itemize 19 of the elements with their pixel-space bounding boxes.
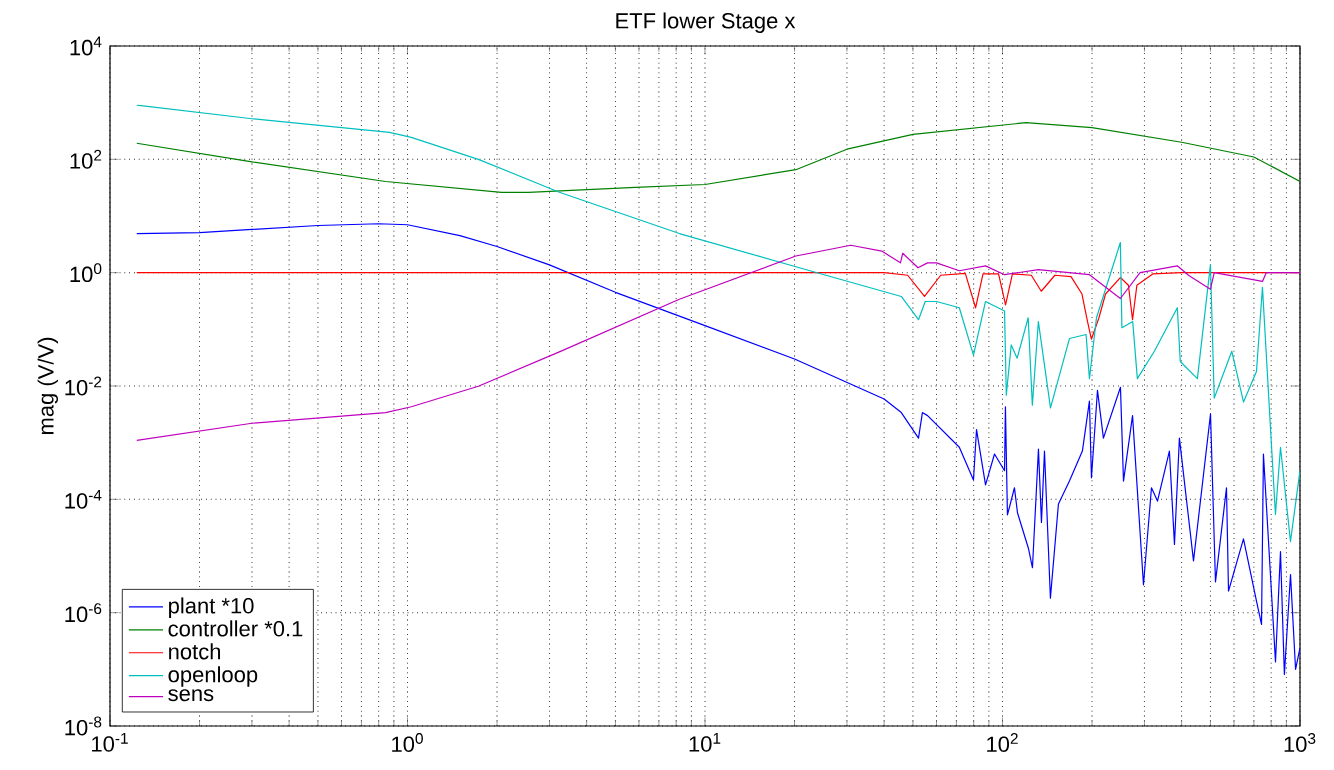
- legend-label: plant *10: [169, 597, 254, 618]
- y-axis-title: mag (V/V): [37, 337, 59, 435]
- y-tick-label: 10$^{-8}$: [65, 716, 102, 736]
- x-tick-label: 10$^{2}$: [987, 733, 1018, 752]
- x-tick-label: 10$^{1}$: [689, 733, 721, 752]
- y-tick-label: 10$^{-2}$: [65, 376, 102, 396]
- x-tick-label: 10$^{3}$: [1284, 733, 1316, 752]
- legend-label: notch: [169, 643, 221, 660]
- legend-label: sens: [168, 689, 214, 702]
- chart-title: ETF lower Stage x: [616, 12, 796, 33]
- y-tick-label: 10$^{0}$: [70, 263, 102, 283]
- legend-label: controller *0.1: [168, 620, 303, 637]
- y-tick-label: 10$^{-4}$: [65, 489, 102, 509]
- x-tick-label: 10$^{0}$: [392, 733, 423, 752]
- y-tick-label: 10$^{4}$: [70, 36, 102, 56]
- legend-label: openloop: [168, 666, 258, 687]
- x-tick-label: 10$^{-1}$: [92, 733, 128, 752]
- y-tick-label: 10$^{-6}$: [65, 603, 102, 623]
- y-tick-label: 10$^{2}$: [70, 149, 102, 169]
